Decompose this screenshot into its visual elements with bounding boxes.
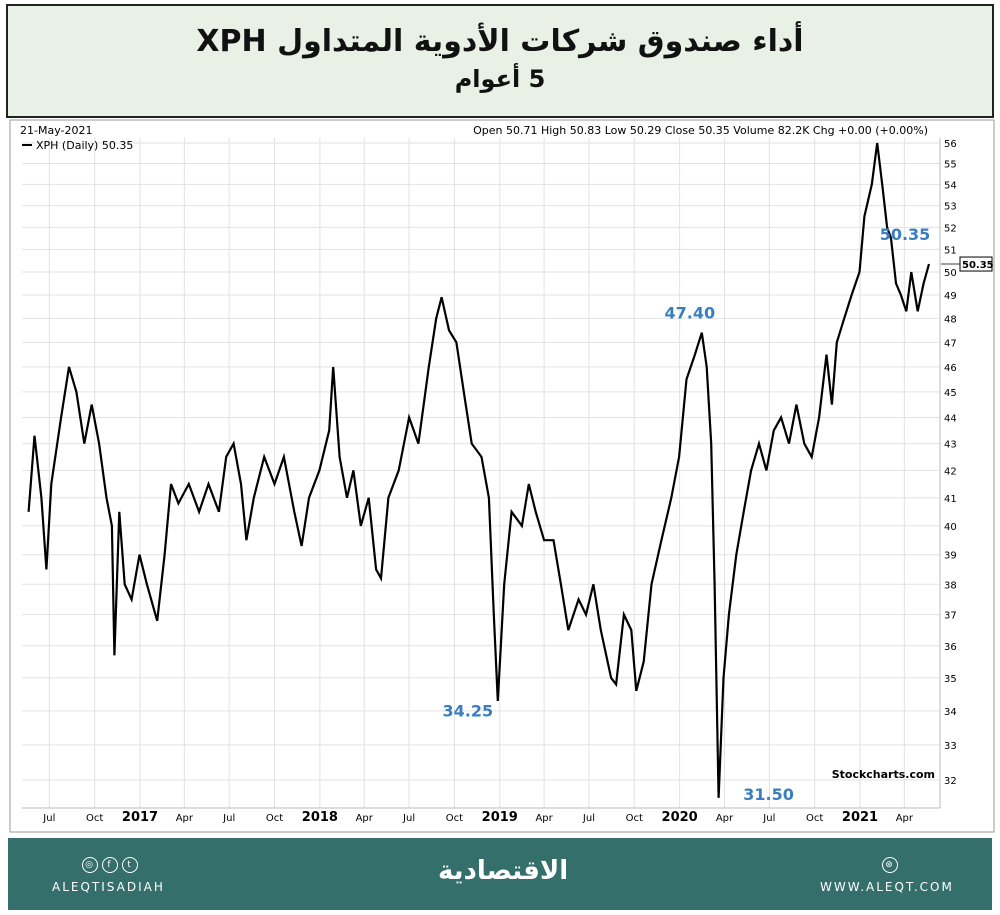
x-tick-label: 2019 <box>482 810 518 825</box>
y-tick-label: 50 <box>944 268 957 279</box>
y-tick-label: 32 <box>944 776 957 787</box>
y-tick-label: 41 <box>944 494 957 505</box>
web-icon: ⊛ <box>880 856 900 873</box>
x-tick-label: Jul <box>222 813 235 824</box>
y-tick-label: 46 <box>944 363 957 374</box>
grid: 32 33 34 35 36 37 38 39 40 41 42 43 44 45 46 47 48 49 50 51… <box>22 138 957 825</box>
annotation-label: 50.35 <box>880 225 931 244</box>
y-tick-label: 39 <box>944 551 957 562</box>
price-chart: 32 33 34 35 36 37 38 39 40 41 42 43 44 45 46 47 48 49 50 51… <box>9 119 995 833</box>
y-tick-label: 52 <box>944 223 957 234</box>
y-tick-label: 49 <box>944 291 957 302</box>
last-value-marker: 50.35 <box>941 256 994 272</box>
x-tick-label: Oct <box>266 813 283 824</box>
x-tick-label: Jul <box>582 813 595 824</box>
website-link[interactable]: WWW.ALEQT.COM <box>820 880 954 894</box>
y-tick-label: 33 <box>944 741 957 752</box>
watermark: Stockcharts.com <box>832 768 935 781</box>
x-tick-label: Oct <box>806 813 823 824</box>
annotation-label: 34.25 <box>442 702 493 721</box>
social-handle: ALEQTISADIAH <box>52 880 165 894</box>
brand-logo: الاقتصادية <box>438 856 569 886</box>
x-tick-label: Oct <box>626 813 643 824</box>
y-tick-label: 44 <box>944 413 957 424</box>
facebook-icon[interactable]: f <box>102 857 118 873</box>
quote-line: Open 50.71 High 50.83 Low 50.29 Close 50… <box>473 124 928 137</box>
x-tick-label: Jul <box>42 813 55 824</box>
social-icons: ◎ f t <box>80 856 140 873</box>
instagram-icon[interactable]: ◎ <box>82 857 98 873</box>
y-tick-label: 51 <box>944 245 957 256</box>
x-tick-label: Apr <box>356 813 374 824</box>
x-tick-label: Oct <box>446 813 463 824</box>
series-line-xph <box>27 142 931 798</box>
y-tick-label: 35 <box>944 674 957 685</box>
x-tick-label: Jul <box>402 813 415 824</box>
annotation-label: 31.50 <box>743 785 794 804</box>
x-tick-label: Oct <box>86 813 103 824</box>
y-tick-label: 42 <box>944 466 957 477</box>
x-tick-label: 2017 <box>122 810 158 825</box>
y-tick-label: 38 <box>944 580 957 591</box>
x-tick-label: Apr <box>716 813 734 824</box>
x-tick-label: Apr <box>896 813 914 824</box>
y-tick-label: 47 <box>944 338 957 349</box>
y-tick-label: 40 <box>944 522 957 533</box>
x-tick-label: Apr <box>176 813 194 824</box>
x-tick-label: 2018 <box>302 810 338 825</box>
x-tick-label: Apr <box>535 813 553 824</box>
y-tick-label: 48 <box>944 314 957 325</box>
y-tick-label: 56 <box>944 139 957 150</box>
title-box: أداء صندوق شركات الأدوية المتداول XPH 5 … <box>6 4 994 118</box>
x-tick-label: Jul <box>762 813 775 824</box>
y-tick-label: 55 <box>944 160 957 171</box>
footer-bar: ◎ f t ALEQTISADIAH الاقتصادية ⊛ WWW.ALEQT.… <box>8 838 992 910</box>
chart-subtitle: 5 أعوام <box>454 65 546 93</box>
twitter-icon[interactable]: t <box>122 857 138 873</box>
date-label: 21-May-2021 <box>20 124 92 137</box>
chart-frame <box>9 119 995 833</box>
y-tick-label: 53 <box>944 202 957 213</box>
x-tick-label: 2021 <box>842 810 878 825</box>
y-tick-label: 37 <box>944 611 957 622</box>
y-tick-label: 34 <box>944 707 957 718</box>
chart-title: أداء صندوق شركات الأدوية المتداول XPH <box>196 24 804 59</box>
y-tick-label: 43 <box>944 440 957 451</box>
y-tick-label: 45 <box>944 388 957 399</box>
y-tick-label: 54 <box>944 180 957 191</box>
y-tick-label: 36 <box>944 642 957 653</box>
legend-label: XPH (Daily) 50.35 <box>36 139 133 152</box>
annotation-label: 47.40 <box>665 304 716 323</box>
last-value-label: 50.35 <box>962 260 994 271</box>
x-tick-label: 2020 <box>662 810 698 825</box>
